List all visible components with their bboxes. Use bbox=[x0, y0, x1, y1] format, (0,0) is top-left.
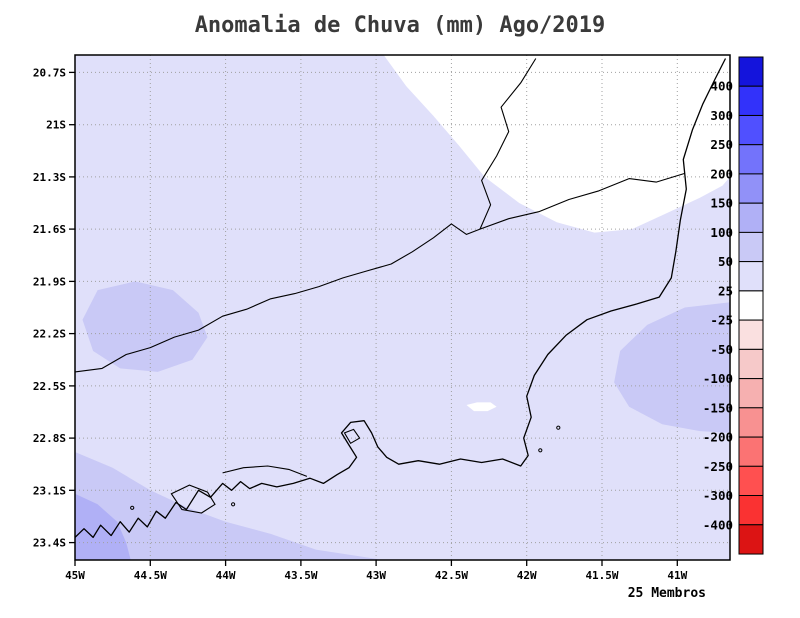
coastline bbox=[75, 58, 727, 539]
colorbar-segment bbox=[738, 465, 764, 497]
state-border bbox=[479, 172, 685, 230]
x-tick-label: 43W bbox=[366, 569, 386, 582]
colorbar-label: 300 bbox=[710, 108, 733, 123]
y-tick-label: 20.7S bbox=[33, 66, 66, 79]
region-anomaly-50-100-west bbox=[82, 281, 208, 372]
colorbar-label: -25 bbox=[710, 313, 733, 328]
y-tick-label: 21.3S bbox=[33, 171, 66, 184]
colorbar-segment bbox=[738, 231, 764, 263]
region-anomaly-50-100-east-coast bbox=[614, 302, 730, 433]
colorbar-label: -300 bbox=[703, 488, 733, 503]
islet bbox=[538, 448, 543, 453]
y-tick-label: 22.2S bbox=[33, 328, 66, 341]
x-tick-label: 41.5W bbox=[585, 569, 618, 582]
y-tick-label: 23.4S bbox=[33, 537, 66, 550]
colorbar-segment bbox=[738, 524, 764, 555]
colorbar-label: -50 bbox=[710, 342, 733, 357]
colorbar-label: -100 bbox=[703, 371, 733, 386]
colorbar-label: -250 bbox=[703, 459, 733, 474]
anomaly-fill-layer bbox=[75, 55, 730, 560]
colorbar-segment bbox=[738, 115, 764, 146]
colorbar-segment bbox=[738, 319, 764, 350]
colorbar-label: 50 bbox=[718, 254, 733, 269]
islet bbox=[556, 425, 561, 430]
chart-title: Anomalia de Chuva (mm) Ago/2019 bbox=[194, 13, 606, 38]
state-border bbox=[222, 465, 308, 477]
colorbar-segment bbox=[738, 407, 764, 438]
colorbar-segment bbox=[738, 348, 764, 380]
x-tick-label: 45W bbox=[65, 569, 85, 582]
colorbar-label: -400 bbox=[703, 517, 733, 532]
colorbar-segment bbox=[738, 378, 764, 409]
colorbar: 400 300 250 200 150 100 50 25 -25 -50 -100 -150 -200… bbox=[703, 56, 764, 555]
colorbar-segment bbox=[738, 261, 764, 292]
colorbar-label: 250 bbox=[710, 137, 733, 152]
grid-layer bbox=[75, 55, 730, 560]
colorbar-label: -200 bbox=[703, 430, 733, 445]
state-border bbox=[75, 223, 481, 373]
colorbar-label: 150 bbox=[710, 196, 733, 211]
island bbox=[343, 428, 361, 445]
y-tick-label: 22.8S bbox=[33, 432, 66, 445]
colorbar-label: 200 bbox=[710, 166, 733, 181]
y-tick-label: 21.9S bbox=[33, 275, 66, 288]
colorbar-segment bbox=[738, 56, 764, 87]
region-anomaly-50-100-southwest-coast bbox=[75, 452, 384, 560]
x-tick-label: 42.5W bbox=[435, 569, 468, 582]
colorbar-segment bbox=[738, 144, 764, 175]
colorbar-segment bbox=[738, 202, 764, 233]
region-near-zero-sliver-center bbox=[466, 402, 497, 412]
axes-layer: 20.7S 21S 21.3S 21.6S 21.9S 22.2S 22.5S 22.8S 23… bbox=[33, 54, 731, 582]
x-tick-label: 43.5W bbox=[284, 569, 317, 582]
colorbar-label: 100 bbox=[710, 225, 733, 240]
y-tick-label: 23.1S bbox=[33, 484, 66, 497]
state-border bbox=[479, 58, 537, 230]
colorbar-label: -150 bbox=[703, 400, 733, 415]
islet bbox=[231, 502, 236, 507]
islet bbox=[130, 505, 135, 510]
colorbar-label: 400 bbox=[710, 79, 733, 94]
colorbar-segment bbox=[738, 173, 764, 204]
map-lines-layer bbox=[75, 58, 727, 539]
y-tick-label: 21S bbox=[46, 119, 66, 132]
map-frame bbox=[74, 54, 731, 561]
region-near-zero-northeast bbox=[383, 55, 730, 233]
ensemble-members-label: 25 Membros bbox=[627, 586, 706, 601]
x-tick-label: 44W bbox=[216, 569, 236, 582]
colorbar-segment bbox=[738, 436, 764, 467]
y-tick-label: 21.6S bbox=[33, 223, 66, 236]
x-tick-label: 44.5W bbox=[134, 569, 167, 582]
y-tick-label: 22.5S bbox=[33, 380, 66, 393]
colorbar-label: 25 bbox=[718, 283, 733, 298]
colorbar-segment bbox=[738, 290, 764, 321]
colorbar-segment bbox=[738, 495, 764, 526]
x-tick-label: 41W bbox=[667, 569, 687, 582]
island bbox=[170, 484, 216, 514]
x-tick-label: 42W bbox=[517, 569, 537, 582]
colorbar-segment bbox=[738, 85, 764, 116]
